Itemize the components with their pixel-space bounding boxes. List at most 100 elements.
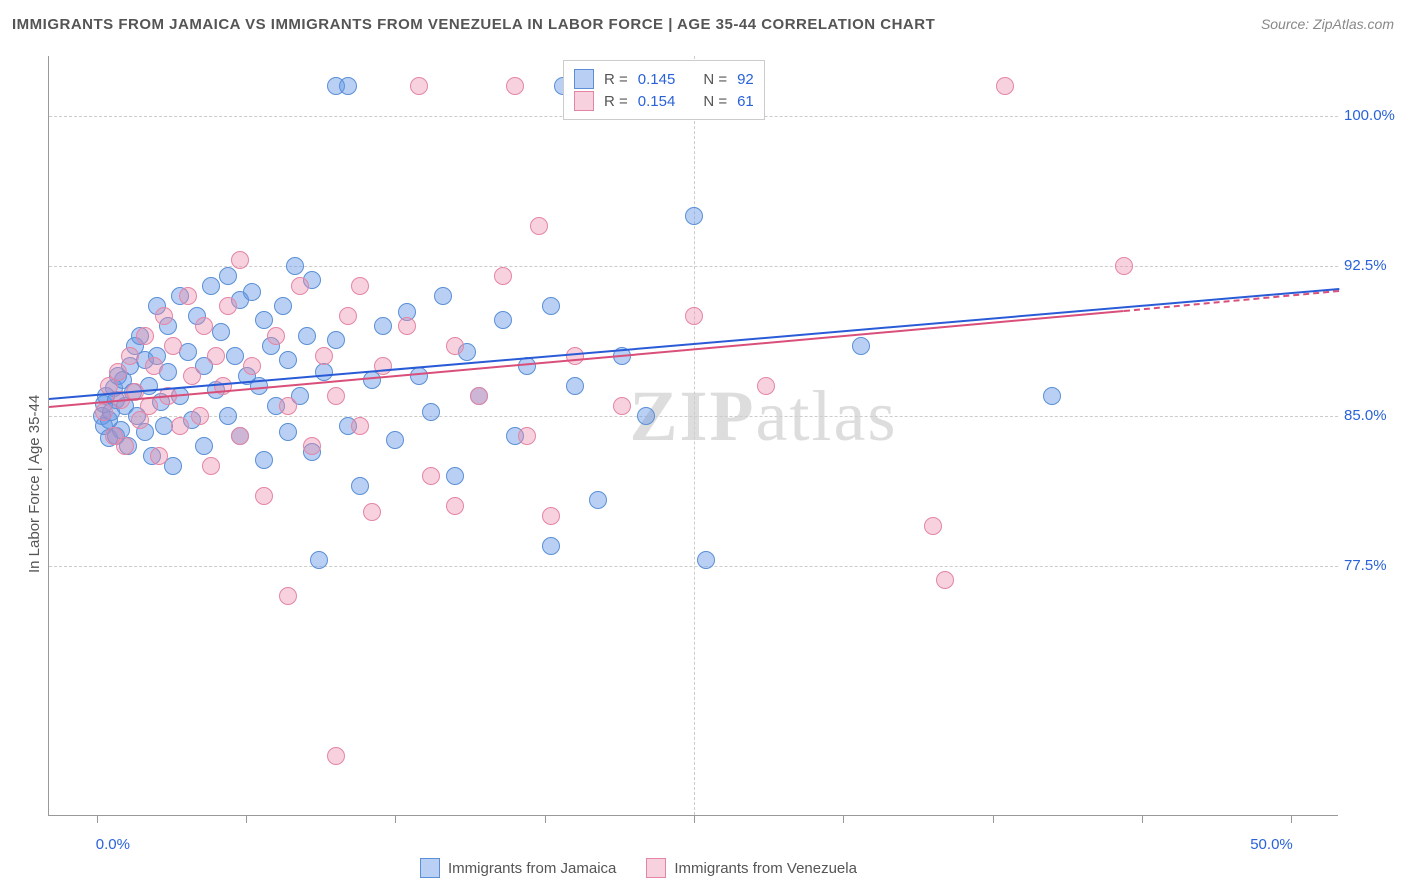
scatter-point bbox=[374, 317, 392, 335]
scatter-point bbox=[155, 307, 173, 325]
scatter-point bbox=[685, 307, 703, 325]
legend-stat-row: R =0.154N =61 bbox=[574, 91, 754, 111]
scatter-point bbox=[494, 311, 512, 329]
legend-swatch bbox=[574, 69, 594, 89]
y-tick-label: 100.0% bbox=[1344, 107, 1395, 124]
scatter-point bbox=[243, 357, 261, 375]
legend-series-item: Immigrants from Jamaica bbox=[420, 858, 616, 878]
scatter-point bbox=[518, 427, 536, 445]
scatter-point bbox=[996, 77, 1014, 95]
scatter-point bbox=[243, 283, 261, 301]
scatter-point bbox=[936, 571, 954, 589]
scatter-point bbox=[327, 387, 345, 405]
scatter-point bbox=[1043, 387, 1061, 405]
scatter-point bbox=[566, 347, 584, 365]
scatter-point bbox=[315, 363, 333, 381]
y-tick-label: 85.0% bbox=[1344, 407, 1387, 424]
scatter-point bbox=[374, 357, 392, 375]
scatter-point bbox=[267, 327, 285, 345]
plot-area: ZIPatlas bbox=[48, 56, 1338, 816]
scatter-point bbox=[506, 77, 524, 95]
scatter-point bbox=[542, 507, 560, 525]
source-label: Source: ZipAtlas.com bbox=[1261, 16, 1394, 32]
x-tick bbox=[843, 815, 844, 823]
legend-series-label: Immigrants from Jamaica bbox=[448, 860, 616, 877]
scatter-point bbox=[422, 467, 440, 485]
scatter-point bbox=[410, 77, 428, 95]
scatter-point bbox=[339, 307, 357, 325]
legend-swatch bbox=[646, 858, 666, 878]
scatter-point bbox=[279, 397, 297, 415]
scatter-point bbox=[121, 347, 139, 365]
scatter-point bbox=[446, 467, 464, 485]
scatter-point bbox=[274, 297, 292, 315]
scatter-point bbox=[303, 437, 321, 455]
scatter-point bbox=[279, 587, 297, 605]
legend-n-value: 61 bbox=[737, 93, 754, 110]
legend-series-item: Immigrants from Venezuela bbox=[646, 858, 857, 878]
scatter-point bbox=[351, 477, 369, 495]
legend-stats: R =0.145N =92R =0.154N =61 bbox=[563, 60, 765, 120]
legend-n-value: 92 bbox=[737, 71, 754, 88]
scatter-point bbox=[109, 363, 127, 381]
scatter-point bbox=[542, 537, 560, 555]
gridline-vertical bbox=[694, 56, 695, 815]
x-tick bbox=[1142, 815, 1143, 823]
x-tick bbox=[97, 815, 98, 823]
scatter-point bbox=[291, 277, 309, 295]
scatter-point bbox=[116, 437, 134, 455]
scatter-point bbox=[363, 503, 381, 521]
scatter-point bbox=[231, 251, 249, 269]
scatter-point bbox=[298, 327, 316, 345]
scatter-point bbox=[566, 377, 584, 395]
scatter-point bbox=[410, 367, 428, 385]
x-tick bbox=[694, 815, 695, 823]
scatter-point bbox=[530, 217, 548, 235]
scatter-point bbox=[494, 267, 512, 285]
scatter-point bbox=[1115, 257, 1133, 275]
scatter-point bbox=[446, 337, 464, 355]
scatter-point bbox=[202, 277, 220, 295]
trend-line bbox=[1124, 290, 1339, 312]
legend-r-value: 0.154 bbox=[638, 93, 676, 110]
x-tick-label: 0.0% bbox=[96, 836, 130, 853]
scatter-point bbox=[219, 297, 237, 315]
y-axis-label: In Labor Force | Age 35-44 bbox=[26, 395, 43, 573]
scatter-point bbox=[351, 277, 369, 295]
legend-r-value: 0.145 bbox=[638, 71, 676, 88]
legend-swatch bbox=[420, 858, 440, 878]
scatter-point bbox=[195, 317, 213, 335]
scatter-point bbox=[255, 487, 273, 505]
scatter-point bbox=[207, 347, 225, 365]
chart-title: IMMIGRANTS FROM JAMAICA VS IMMIGRANTS FR… bbox=[12, 16, 935, 33]
scatter-point bbox=[195, 437, 213, 455]
scatter-point bbox=[446, 497, 464, 515]
scatter-point bbox=[255, 451, 273, 469]
x-tick bbox=[993, 815, 994, 823]
scatter-point bbox=[339, 77, 357, 95]
legend-series-label: Immigrants from Venezuela bbox=[674, 860, 857, 877]
legend-series: Immigrants from Jamaica Immigrants from V… bbox=[420, 858, 857, 878]
scatter-point bbox=[315, 347, 333, 365]
scatter-point bbox=[852, 337, 870, 355]
legend-n-label: N = bbox=[703, 93, 727, 110]
legend-n-label: N = bbox=[703, 71, 727, 88]
scatter-point bbox=[183, 367, 201, 385]
y-tick-label: 77.5% bbox=[1344, 557, 1387, 574]
x-tick-label: 50.0% bbox=[1250, 836, 1293, 853]
scatter-point bbox=[95, 403, 113, 421]
x-tick bbox=[246, 815, 247, 823]
y-tick-label: 92.5% bbox=[1344, 257, 1387, 274]
x-tick bbox=[545, 815, 546, 823]
scatter-point bbox=[202, 457, 220, 475]
legend-stat-row: R =0.145N =92 bbox=[574, 69, 754, 89]
scatter-point bbox=[279, 423, 297, 441]
scatter-point bbox=[145, 357, 163, 375]
scatter-point bbox=[757, 377, 775, 395]
scatter-point bbox=[140, 397, 158, 415]
scatter-point bbox=[422, 403, 440, 421]
scatter-point bbox=[255, 311, 273, 329]
scatter-point bbox=[327, 747, 345, 765]
scatter-point bbox=[386, 431, 404, 449]
scatter-point bbox=[171, 417, 189, 435]
